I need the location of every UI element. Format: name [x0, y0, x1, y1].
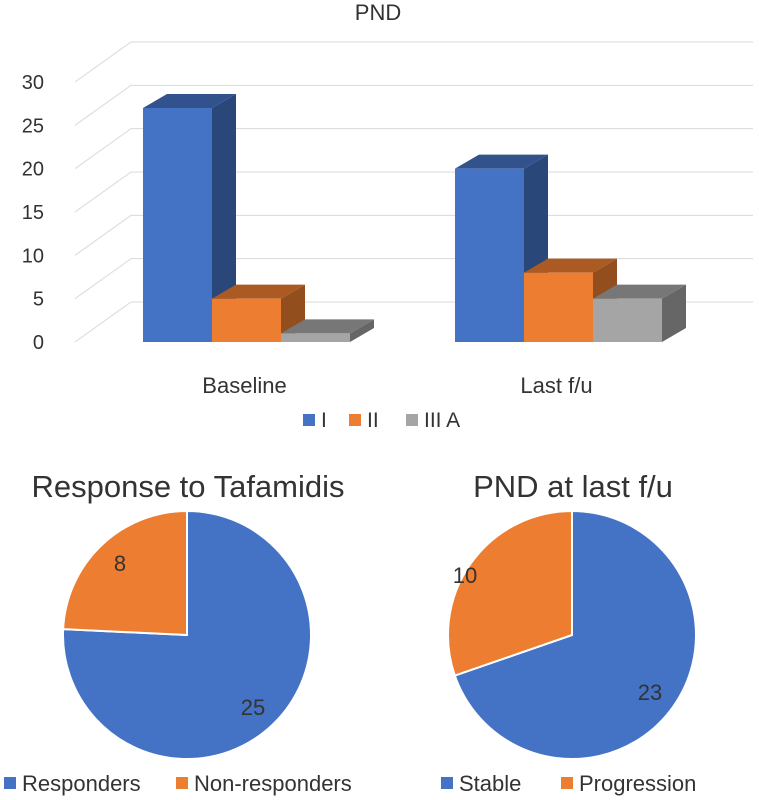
pie2-title: PND at last f/u — [473, 469, 673, 504]
legend-swatch — [176, 777, 188, 789]
bar-top-face — [212, 284, 305, 299]
pie-slice-stable — [453, 509, 697, 760]
bar-i-1 — [143, 94, 236, 342]
x-tick-label: Last f/u — [520, 373, 592, 398]
pie2-slices: 23 10 — [447, 509, 697, 760]
gridline-diagonal — [74, 171, 132, 213]
bar-top-face — [143, 94, 236, 108]
pie-data-label: 8 — [114, 551, 126, 576]
response-pie-chart: Response to Tafamidis 25 8 Responders Non-… — [4, 469, 352, 796]
bar-front-face — [143, 108, 212, 342]
legend-label: Progression — [579, 771, 696, 796]
gridline-diagonal — [74, 84, 132, 126]
pie2-legend: Stable Progression — [441, 771, 696, 796]
pie-slice-non-responders — [62, 509, 188, 637]
x-tick-label: Baseline — [202, 373, 286, 398]
gridline-diagonal — [74, 128, 132, 170]
bar-front-face — [281, 333, 350, 342]
bar-chart-y-ticks: 0 5 10 15 20 25 30 — [22, 72, 44, 354]
legend-swatch — [4, 777, 16, 789]
legend-label: III A — [424, 409, 460, 432]
legend-swatch — [406, 414, 418, 426]
gridline-diagonal — [74, 214, 132, 256]
legend-swatch — [303, 414, 315, 426]
legend-label: I — [321, 409, 327, 432]
pie1-title: Response to Tafamidis — [31, 469, 344, 504]
y-tick-label: 20 — [22, 159, 44, 181]
pnd-last-fu-pie-chart: PND at last f/u 23 10 Stable Progression — [441, 469, 697, 796]
legend-swatch — [349, 414, 361, 426]
legend-label: Responders — [22, 771, 141, 796]
bar-front-face — [212, 298, 281, 342]
bar-chart-bars — [143, 94, 686, 342]
y-tick-label: 5 — [33, 289, 44, 311]
bar-top-face — [281, 319, 374, 334]
bar-side-face — [662, 284, 686, 342]
y-tick-label: 15 — [22, 202, 44, 224]
pie1-legend: Responders Non-responders — [4, 771, 352, 796]
pie-slice-progression — [447, 509, 573, 677]
y-tick-label: 10 — [22, 245, 44, 267]
pie-data-label: 23 — [638, 680, 662, 705]
legend-label: II — [367, 409, 379, 432]
bar-chart-x-ticks: Baseline Last f/u — [202, 373, 592, 398]
bar-front-face — [524, 272, 593, 342]
y-tick-label: 0 — [33, 332, 44, 354]
bar-front-face — [455, 168, 524, 342]
pie1-slices: 25 8 — [62, 509, 312, 760]
bar-top-face — [593, 284, 686, 299]
bar-iii-a-1 — [281, 319, 374, 342]
y-tick-label: 25 — [22, 115, 44, 137]
bar-top-face — [524, 258, 617, 273]
gridline-diagonal — [74, 258, 132, 300]
pie-data-label: 25 — [241, 695, 265, 720]
bar-side-face — [212, 94, 236, 342]
legend-label: Stable — [459, 771, 521, 796]
gridline-diagonal — [74, 301, 132, 343]
gridline-diagonal — [74, 41, 132, 83]
y-tick-label: 30 — [22, 72, 44, 94]
pie-data-label: 10 — [453, 563, 477, 588]
legend-swatch — [561, 777, 573, 789]
legend-swatch — [441, 777, 453, 789]
bar-side-face — [350, 319, 374, 342]
bar-chart-legend: I II III A — [303, 409, 460, 432]
bar-front-face — [593, 298, 662, 342]
bar-top-face — [455, 154, 548, 169]
legend-label: Non-responders — [194, 771, 352, 796]
bar-chart-title: PND — [355, 0, 401, 25]
bar-iii-a-2 — [593, 284, 686, 342]
